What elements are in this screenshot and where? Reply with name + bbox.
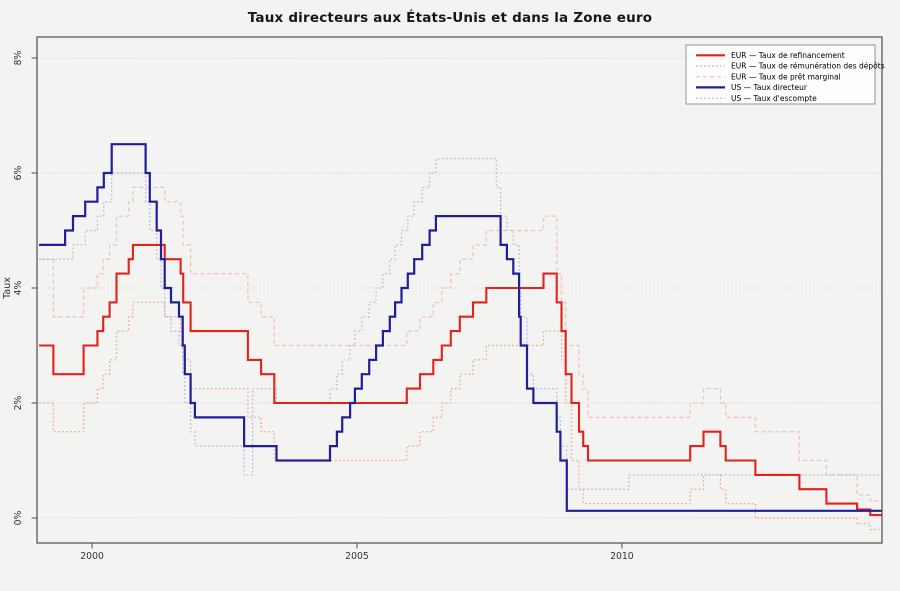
x-tick-label-2005: 2005 — [345, 551, 369, 562]
y-tick-label-2%: 2% — [13, 395, 24, 410]
legend-label-us-directeur: US — Taux directeur — [731, 83, 808, 92]
legend-label-us-escompte: US — Taux d'escompte — [731, 94, 817, 103]
y-tick-label-8%: 8% — [13, 50, 24, 65]
y-tick-label-4%: 4% — [13, 280, 24, 295]
chart-title: Taux directeurs aux États-Unis et dans l… — [247, 10, 653, 26]
series-eur-pret-marginal — [39, 186, 882, 502]
y-axis-title: Taux — [2, 277, 13, 300]
x-tick-label-2000: 2000 — [80, 551, 104, 562]
x-tick-label-2010: 2010 — [610, 551, 634, 562]
series-us-directeur — [39, 143, 882, 512]
series-eur-depots — [39, 301, 882, 531]
legend-label-eur-refinancement: EUR — Taux de refinancement — [731, 51, 845, 60]
y-tick-label-0%: 0% — [13, 510, 24, 525]
y-tick-label-6%: 6% — [13, 165, 24, 180]
series-eur-refinancement — [39, 243, 882, 517]
legend-label-eur-depots: EUR — Taux de rémunération des dépôts — [731, 62, 885, 71]
plot-border — [36, 36, 883, 544]
legend-label-eur-pret-marginal: EUR — Taux de prêt marginal — [731, 72, 841, 81]
